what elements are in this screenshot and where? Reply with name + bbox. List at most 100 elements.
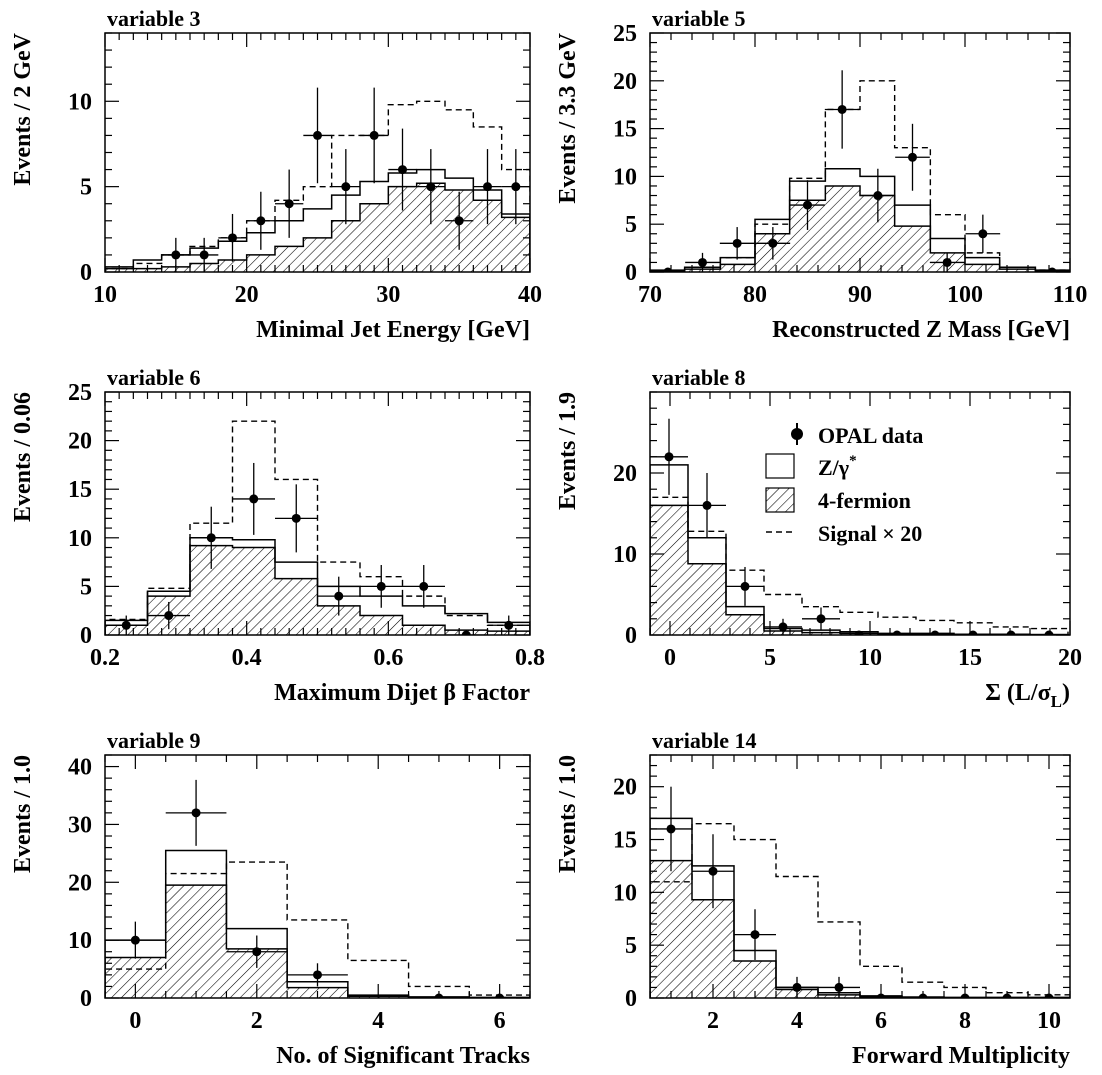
x-axis-label: No. of Significant Tracks: [276, 1043, 530, 1069]
y-tick-label: 5: [625, 212, 637, 238]
panel-2: 70 80 90 100 110 0 5 10 15 20 25 variable 5 Reconstr…: [555, 6, 1087, 343]
x-tick-label: 6: [875, 1008, 887, 1034]
data-point: [487, 615, 530, 635]
four-fermion-bar: [965, 264, 1000, 272]
y-tick-label: 0: [80, 986, 92, 1012]
four-fermion-bar: [688, 563, 726, 635]
x-tick-label: 2: [251, 1008, 263, 1034]
panel-5: 0 2 4 6 0 10 20 30 40 variable 9 No. of Significan…: [10, 728, 531, 1069]
y-tick-label: 0: [80, 623, 92, 649]
data-point: [331, 149, 360, 225]
x-tick-label: 20: [235, 282, 259, 308]
y-tick-label: 15: [613, 117, 637, 143]
x-axis-label: Reconstructed Z Mass [GeV]: [772, 317, 1070, 343]
y-tick-label: 20: [613, 69, 637, 95]
x-tick-label: 0.4: [232, 645, 262, 671]
data-point: [473, 149, 502, 225]
data-point: [802, 607, 840, 631]
y-tick-label: 5: [80, 175, 92, 201]
x-tick-label: 70: [638, 282, 662, 308]
four-fermion-bar: [275, 578, 318, 635]
panel-title: variable 14: [652, 728, 757, 753]
axis-ticks: [104, 32, 531, 273]
data-point: [287, 963, 348, 987]
signal-line: [105, 420, 530, 635]
x-tick-label: 90: [848, 282, 872, 308]
y-tick-label: 0: [625, 260, 637, 286]
x-tick-label: 10: [93, 282, 117, 308]
x-tick-label: 6: [494, 1008, 506, 1034]
axis-ticks: [649, 32, 1071, 273]
data-point: [445, 630, 488, 635]
data-point: [685, 252, 720, 272]
four-fermion-bar: [894, 226, 931, 272]
y-axis-label: Events / 1.9: [555, 392, 581, 510]
four-fermion-bar: [360, 615, 403, 635]
x-tick-label: 110: [1053, 282, 1088, 308]
four-fermion-bar: [726, 614, 764, 635]
four-fermion-bar: [999, 269, 1036, 272]
data-point: [992, 630, 1030, 635]
x-tick-label: 80: [743, 282, 767, 308]
four-fermion-bar: [501, 217, 530, 272]
y-tick-label: 25: [68, 380, 92, 406]
four-fermion-bar: [825, 185, 860, 272]
legend-four-fermion-label: 4-fermion: [818, 488, 911, 513]
x-axis-label: Maximum Dijet β Factor: [274, 680, 530, 706]
y-axis-label: Events / 1.0: [555, 755, 581, 873]
four-fermion-outline: [650, 185, 1070, 272]
x-tick-label: 10: [1037, 1008, 1061, 1034]
panel-title: variable 5: [652, 6, 746, 31]
data-point: [840, 630, 878, 635]
data-point: [1034, 267, 1070, 272]
x-tick-label: 0: [664, 645, 676, 671]
y-tick-label: 15: [68, 477, 92, 503]
four-fermion-outline: [105, 544, 530, 635]
panel-title: variable 3: [107, 6, 201, 31]
data-point: [929, 252, 965, 272]
axis-ticks: [104, 391, 531, 636]
four-fermion-bar: [232, 547, 275, 635]
four-fermion-bar: [720, 264, 755, 272]
x-axis-label: Forward Multiplicity: [852, 1043, 1070, 1069]
x-tick-label: 0: [129, 1008, 141, 1034]
y-tick-label: 5: [80, 574, 92, 600]
y-tick-label: 10: [68, 89, 92, 115]
x-tick-label: 100: [947, 282, 983, 308]
data-point: [360, 565, 403, 608]
data-point: [105, 615, 148, 635]
panel-3: 0.2 0.4 0.6 0.8 0 5 10 15 20 25 variable 6 Maximum …: [10, 365, 545, 706]
y-tick-label: 10: [613, 880, 637, 906]
y-axis-label: Events / 2 GeV: [10, 32, 36, 185]
legend-zg-swatch: [765, 453, 795, 479]
x-tick-label: 0.8: [515, 645, 545, 671]
four-fermion-bar: [165, 885, 227, 998]
data-point: [275, 484, 318, 553]
axis-ticks: [649, 391, 1071, 636]
x-tick-label: 2: [707, 1008, 719, 1034]
y-axis-label: Events / 1.0: [10, 755, 36, 873]
x-axis-label: Σ (L/σL): [985, 680, 1070, 711]
data-point: [416, 149, 445, 225]
data-point: [650, 267, 686, 272]
data-point: [688, 473, 726, 538]
x-tick-label: 40: [518, 282, 542, 308]
y-tick-label: 20: [68, 870, 92, 896]
y-tick-label: 0: [625, 623, 637, 649]
panel-title: variable 8: [652, 365, 746, 390]
data-point: [147, 601, 190, 630]
panel-title: variable 9: [107, 728, 201, 753]
x-axis-label: Minimal Jet Energy [GeV]: [256, 317, 530, 343]
panel-title: variable 6: [107, 365, 201, 390]
data-point: [692, 834, 734, 909]
x-tick-label: 5: [764, 645, 776, 671]
x-tick-label: 0.6: [373, 645, 403, 671]
data-point: [965, 214, 1001, 253]
axis-ticks: [649, 754, 1071, 999]
data-point: [790, 180, 825, 230]
data-point: [232, 462, 275, 535]
data-point: [303, 87, 332, 184]
y-tick-label: 10: [68, 928, 92, 954]
y-tick-label: 0: [80, 260, 92, 286]
signal-line: [650, 80, 1070, 272]
